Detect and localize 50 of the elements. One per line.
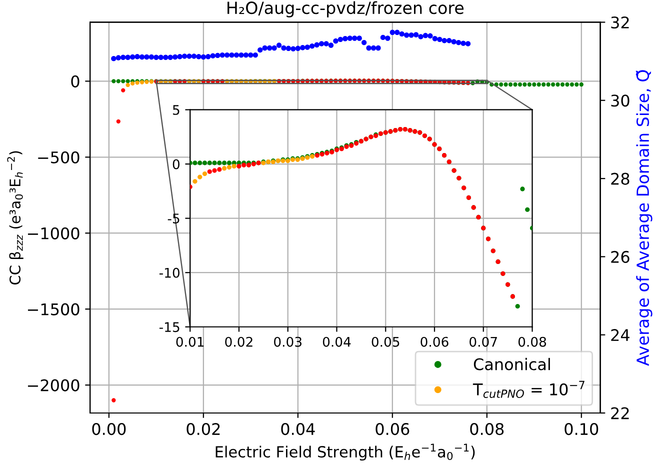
- point: [236, 164, 242, 168]
- point: [126, 82, 130, 88]
- x-tick-label: 0.03: [274, 336, 302, 347]
- point: [232, 164, 236, 168]
- x-axis-title: Electric Field Strength (E$_{h}$e$^{−1}$a$_{0}$$^{−1}$): [216, 444, 475, 461]
- legend-label: T$_{cutPNO}$ = 10$^{−7}$: [472, 380, 584, 398]
- point: [226, 164, 232, 170]
- chart-title: H₂O/aug-cc-pvdz/frozen core: [228, 1, 464, 18]
- x-tick-label: 0.06: [376, 423, 410, 436]
- x-tick-label: 0.04: [281, 423, 315, 436]
- y-tick-label: -15: [159, 322, 180, 332]
- point: [212, 168, 217, 173]
- y-tick-label: −1500: [28, 303, 80, 316]
- x-tick-label: 0.08: [470, 423, 504, 436]
- y-tick-label: 5: [172, 105, 180, 115]
- x-tick-label: 0.10: [564, 423, 598, 436]
- point: [198, 174, 202, 180]
- point: [112, 398, 116, 402]
- y-axis-title: CC β$_{zzz}$ (e³a$_{0}$³E$_{h}$$^{−2}$): [7, 151, 24, 285]
- point: [121, 88, 126, 92]
- y-tick-label: −500: [38, 151, 80, 164]
- y2-tick-label: 28: [611, 172, 630, 185]
- point: [192, 179, 198, 184]
- point: [130, 81, 135, 86]
- y2-axis-title: Average of Average Domain Size, Q̄̃: [636, 70, 652, 366]
- x-tick-label: 0.06: [420, 336, 448, 347]
- legend-label: Canonical: [474, 358, 550, 370]
- y2-tick-label: 32: [611, 16, 629, 29]
- x-tick-label: 0.01: [176, 336, 204, 347]
- x-tick-label: 0.04: [322, 336, 351, 347]
- x-tick-label: 0.00: [92, 423, 126, 436]
- point: [207, 169, 212, 174]
- y2-tick-label: 30: [611, 94, 630, 107]
- x-tick-label: 0.02: [225, 336, 252, 347]
- point: [217, 167, 222, 172]
- y2-tick-label: 22: [611, 407, 629, 420]
- x-tick-label: 0.07: [470, 336, 497, 347]
- y-tick-label: 0: [71, 75, 80, 88]
- y-tick-label: −2000: [28, 379, 80, 392]
- x-tick-label: 0.02: [186, 423, 220, 436]
- point: [116, 119, 120, 124]
- point: [202, 171, 208, 176]
- y-tick-label: -10: [159, 268, 180, 278]
- x-tick-label: 0.05: [372, 336, 400, 347]
- x-tick-label: 0.08: [518, 336, 546, 347]
- y-tick-label: −1000: [28, 227, 80, 240]
- point: [222, 166, 227, 171]
- y2-tick-label: 26: [611, 250, 630, 263]
- y2-tick-label: 24: [611, 329, 630, 341]
- y-tick-label: 0: [172, 159, 180, 170]
